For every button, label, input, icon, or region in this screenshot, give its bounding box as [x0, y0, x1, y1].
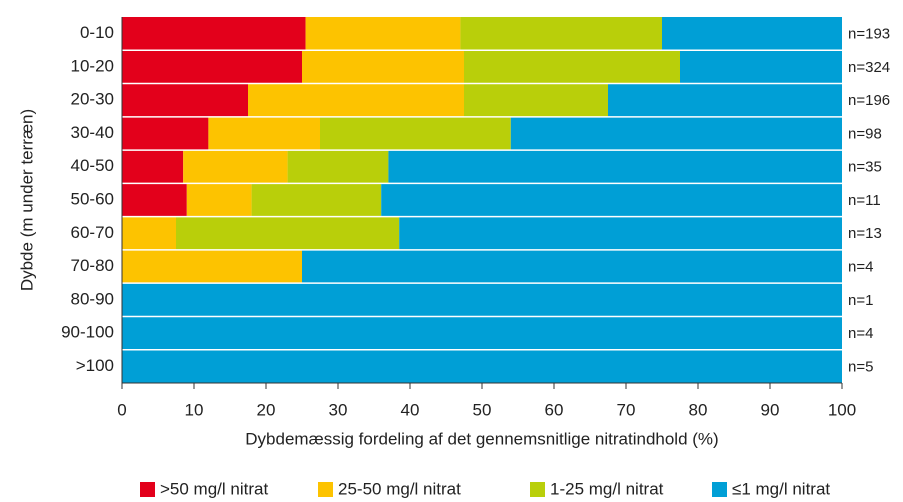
x-tick-label: 0: [117, 400, 126, 419]
n-label: n=4: [848, 259, 873, 276]
y-tick-label: 50-60: [71, 189, 114, 208]
bar-segment: [305, 17, 461, 51]
y-tick-label: 30-40: [71, 123, 114, 142]
legend-swatch: [712, 482, 727, 497]
x-tick-label: 80: [689, 400, 708, 419]
x-tick-label: 100: [828, 400, 856, 419]
y-tick-label: 0-10: [80, 23, 114, 42]
bar-segment: [510, 116, 842, 151]
bar-segment: [208, 116, 320, 151]
bar-segment: [122, 150, 184, 184]
bar-segment: [122, 50, 302, 84]
n-label: n=13: [848, 225, 882, 242]
n-label: n=196: [848, 92, 890, 109]
legend-label: ≤1 mg/l nitrat: [732, 479, 830, 498]
bar-segment: [122, 183, 187, 217]
y-tick-label: 40-50: [71, 156, 114, 175]
bar-segment: [287, 150, 389, 184]
legend-swatch: [140, 482, 155, 497]
bar-segment: [399, 216, 842, 250]
x-tick-label: 70: [617, 400, 636, 419]
y-tick-label: 60-70: [71, 223, 114, 242]
bar-segment: [460, 17, 662, 51]
bar-segment: [388, 150, 842, 184]
n-label: n=98: [848, 125, 882, 142]
n-label: n=1: [848, 292, 873, 309]
legend-label: 25-50 mg/l nitrat: [338, 479, 461, 498]
y-tick-label: 80-90: [71, 289, 114, 308]
x-tick-label: 20: [257, 400, 276, 419]
bar-segment: [122, 283, 842, 317]
bar-segment: [662, 17, 842, 51]
bar-segment: [381, 183, 842, 217]
x-tick-label: 10: [185, 400, 204, 419]
legend-label: >50 mg/l nitrat: [160, 479, 268, 498]
bar-segment: [464, 83, 608, 117]
n-label: n=4: [848, 325, 873, 342]
bar-segment: [122, 17, 306, 51]
x-tick-label: 40: [401, 400, 420, 419]
legend-swatch: [318, 482, 333, 497]
bar-segment: [122, 316, 842, 350]
bar-segment: [248, 83, 464, 117]
n-label: n=11: [848, 192, 881, 209]
y-tick-label: 70-80: [71, 256, 114, 275]
n-label: n=324: [848, 59, 890, 76]
x-tick-label: 90: [761, 400, 780, 419]
bar-segment: [122, 83, 248, 117]
x-tick-label: 50: [473, 400, 492, 419]
y-tick-label: 90-100: [61, 323, 114, 342]
y-tick-label: 20-30: [71, 90, 114, 109]
x-tick-label: 30: [329, 400, 348, 419]
n-label: n=5: [848, 358, 873, 375]
bar-segment: [320, 116, 511, 151]
y-tick-label: 10-20: [71, 56, 114, 75]
bar-segment: [608, 83, 842, 117]
x-tick-label: 60: [545, 400, 564, 419]
bar-segment: [302, 249, 842, 284]
bar-segment: [122, 116, 209, 151]
y-axis-label: Dybde (m under terræn): [17, 109, 36, 291]
bar-segment: [186, 183, 252, 217]
bar-segment: [176, 216, 400, 250]
bar-segment: [464, 50, 680, 84]
y-tick-label: >100: [76, 356, 114, 375]
x-axis-label: Dybdemæssig fordeling af det gennemsnitl…: [245, 429, 718, 448]
bar-segment: [122, 349, 842, 383]
n-label: n=193: [848, 26, 890, 43]
bar-segment: [122, 249, 302, 284]
legend-swatch: [530, 482, 545, 497]
legend-label: 1-25 mg/l nitrat: [550, 479, 664, 498]
bar-segment: [183, 150, 288, 184]
bar-segment: [122, 216, 176, 250]
bar-segment: [251, 183, 382, 217]
bar-segment: [302, 50, 464, 84]
bar-segment: [680, 50, 842, 84]
n-label: n=35: [848, 159, 882, 176]
